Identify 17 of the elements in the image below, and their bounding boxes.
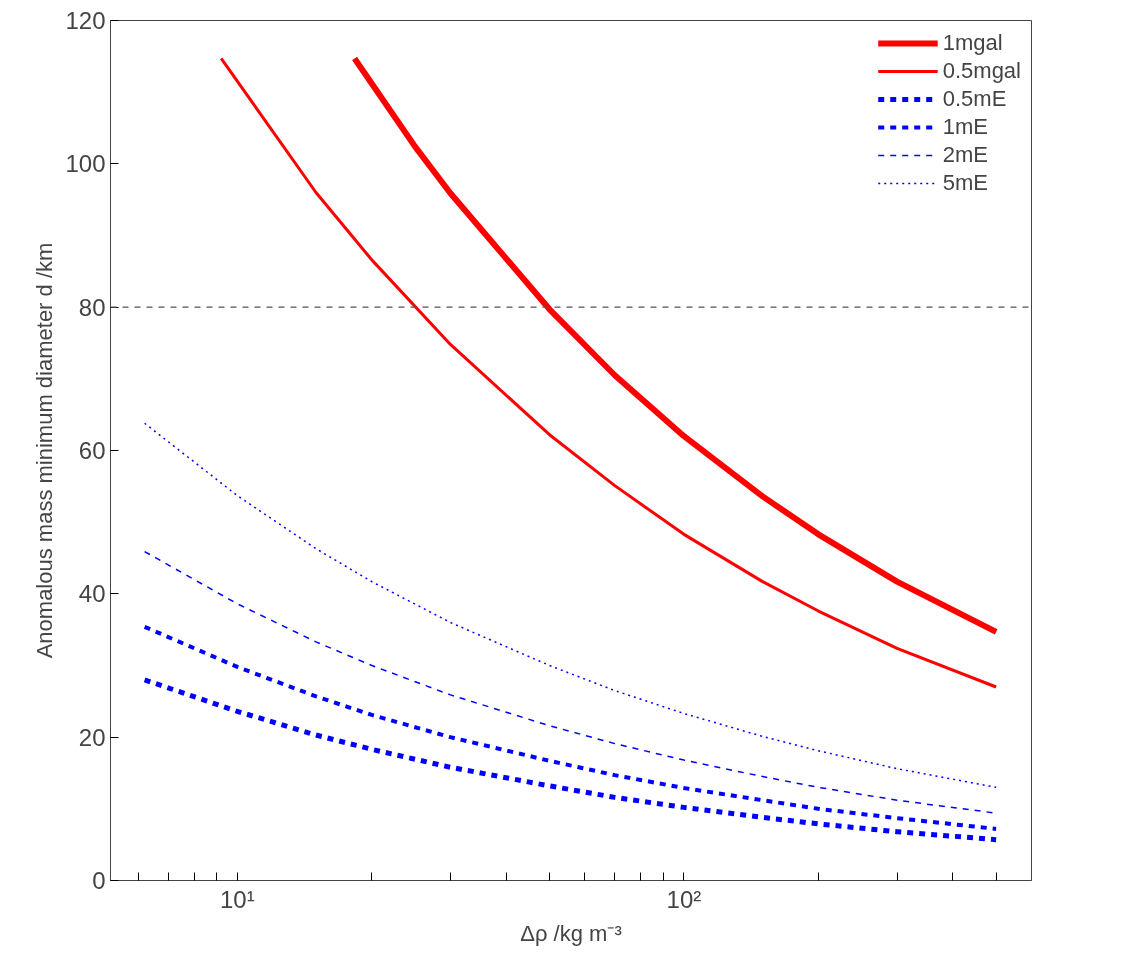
legend-label: 0.5mE — [942, 86, 1007, 112]
y-tick-label: 120 — [65, 7, 106, 34]
y-tick-label: 0 — [92, 867, 106, 894]
y-tick-label: 60 — [78, 437, 106, 464]
legend-label: 0.5mgal — [942, 58, 1021, 84]
y-tick-label: 20 — [78, 723, 106, 751]
y-tick-label: 40 — [78, 580, 106, 608]
x-axis-title: Δρ /kg m⁻³ — [520, 920, 622, 946]
y-axis-title: Anomalous mass minimum diameter d /km — [32, 242, 58, 659]
legend-label: 1mE — [942, 114, 988, 140]
legend-label: 2mE — [942, 142, 988, 168]
y-tick-label: 80 — [78, 293, 106, 321]
x-tick-label: 10² — [666, 885, 702, 913]
legend-label: 1mgal — [942, 30, 1003, 56]
x-tick-label: 10¹ — [220, 885, 255, 913]
legend-label: 5mE — [942, 170, 988, 196]
y-tick-label: 100 — [65, 150, 106, 178]
